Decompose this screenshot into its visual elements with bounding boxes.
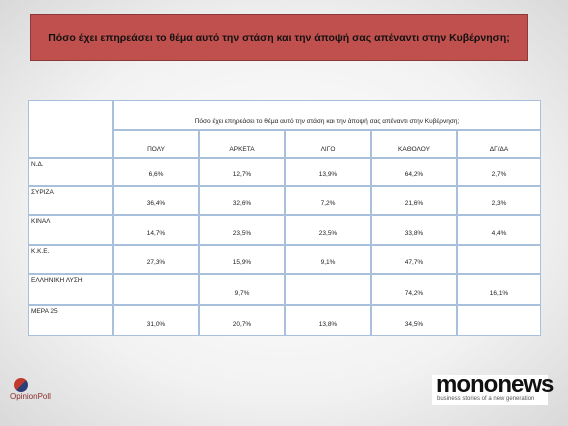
row-header: Ν.Δ. <box>28 158 113 186</box>
value-cell <box>457 305 541 336</box>
value-cell: 16,1% <box>457 274 541 305</box>
value-cell: 12,7% <box>199 158 285 186</box>
cell-value: 21,6% <box>404 200 424 207</box>
cell-value: 27,3% <box>146 259 166 266</box>
value-cell: 2,3% <box>457 186 541 215</box>
value-cell: 47,7% <box>371 245 457 274</box>
column-label: ΛΙΓΟ <box>320 146 336 153</box>
value-cell: 27,3% <box>113 245 199 274</box>
cell-value: 14,7% <box>146 230 166 237</box>
row-label: Ν.Δ. <box>31 161 44 168</box>
cell-value: 9,7% <box>234 290 250 297</box>
value-cell: 14,7% <box>113 215 199 245</box>
logo-tagline: business stories of a new generation <box>437 396 535 402</box>
cell-value: 16,1% <box>489 290 509 297</box>
cell-value: 15,9% <box>232 259 252 266</box>
value-cell: 23,5% <box>285 215 371 245</box>
value-cell: 34,5% <box>371 305 457 336</box>
cell-value: 33,8% <box>404 230 424 237</box>
column-label: ΠΟΛΥ <box>147 146 165 153</box>
cell-value: 12,7% <box>232 171 252 178</box>
column-header: ΑΡΚΕΤΑ <box>199 130 285 158</box>
row-header: ΣΥΡΙΖΑ <box>28 186 113 215</box>
row-label: ΣΥΡΙΖΑ <box>31 189 54 196</box>
value-cell: 32,6% <box>199 186 285 215</box>
value-cell: 4,4% <box>457 215 541 245</box>
cell-value: 23,5% <box>318 230 338 237</box>
value-cell: 64,2% <box>371 158 457 186</box>
value-cell: 7,2% <box>285 186 371 215</box>
value-cell <box>113 274 199 305</box>
cell-value: 13,9% <box>318 171 338 178</box>
row-label: ΜΕΡΑ 25 <box>31 308 58 315</box>
cell-value: 2,3% <box>491 200 507 207</box>
cell-value: 23,5% <box>232 230 252 237</box>
value-cell: 74,2% <box>371 274 457 305</box>
corner-cell <box>28 100 113 158</box>
column-label: ΔΓ/ΔΑ <box>489 146 509 153</box>
column-header: ΠΟΛΥ <box>113 130 199 158</box>
logo-text: OpinionPoll <box>10 392 51 401</box>
value-cell: 20,7% <box>199 305 285 336</box>
cell-value: 64,2% <box>404 171 424 178</box>
value-cell: 31,0% <box>113 305 199 336</box>
cell-value: 74,2% <box>404 290 424 297</box>
cell-value: 13,8% <box>318 321 338 328</box>
cell-value: 31,0% <box>146 321 166 328</box>
value-cell <box>285 274 371 305</box>
value-cell: 33,8% <box>371 215 457 245</box>
row-label: ΕΛΛΗΝΙΚΗ ΛΥΣΗ <box>31 277 83 284</box>
title-banner: Πόσο έχει επηρεάσει το θέμα αυτό την στά… <box>30 14 528 61</box>
column-label: ΑΡΚΕΤΑ <box>229 146 255 153</box>
mononews-logo: mononews business stories of a new gener… <box>432 371 554 405</box>
value-cell: 21,6% <box>371 186 457 215</box>
column-header: ΚΑΘΟΛΟΥ <box>371 130 457 158</box>
cell-value: 6,6% <box>148 171 164 178</box>
title: Πόσο έχει επηρεάσει το θέμα αυτό την στά… <box>48 31 510 44</box>
column-label: ΚΑΘΟΛΟΥ <box>398 146 430 153</box>
value-cell: 36,4% <box>113 186 199 215</box>
caption-cell: Πόσο έχει επηρεάσει το θέμα αυτό την στά… <box>113 100 541 130</box>
value-cell: 9,1% <box>285 245 371 274</box>
cell-value: 2,7% <box>491 171 507 178</box>
cell-value: 47,7% <box>404 259 424 266</box>
logo-text: mononews <box>436 371 554 398</box>
cell-value: 32,6% <box>232 200 252 207</box>
cell-value: 20,7% <box>232 321 252 328</box>
value-cell: 2,7% <box>457 158 541 186</box>
value-cell: 23,5% <box>199 215 285 245</box>
column-header: ΔΓ/ΔΑ <box>457 130 541 158</box>
value-cell: 13,8% <box>285 305 371 336</box>
cell-value: 34,5% <box>404 321 424 328</box>
value-cell: 6,6% <box>113 158 199 186</box>
value-cell <box>457 245 541 274</box>
column-header: ΛΙΓΟ <box>285 130 371 158</box>
row-header: ΕΛΛΗΝΙΚΗ ΛΥΣΗ <box>28 274 113 305</box>
row-label: Κ.Κ.Ε. <box>31 248 50 255</box>
logo-icon <box>14 378 28 392</box>
row-label: ΚΙΝΑΛ <box>31 218 51 225</box>
table-caption: Πόσο έχει επηρεάσει το θέμα αυτό την στά… <box>194 118 460 125</box>
cell-value: 7,2% <box>320 200 336 207</box>
value-cell: 15,9% <box>199 245 285 274</box>
row-header: Κ.Κ.Ε. <box>28 245 113 274</box>
row-header: ΚΙΝΑΛ <box>28 215 113 245</box>
cell-value: 36,4% <box>146 200 166 207</box>
row-header: ΜΕΡΑ 25 <box>28 305 113 336</box>
value-cell: 13,9% <box>285 158 371 186</box>
cell-value: 9,1% <box>320 259 336 266</box>
cell-value: 4,4% <box>491 230 507 237</box>
value-cell: 9,7% <box>199 274 285 305</box>
